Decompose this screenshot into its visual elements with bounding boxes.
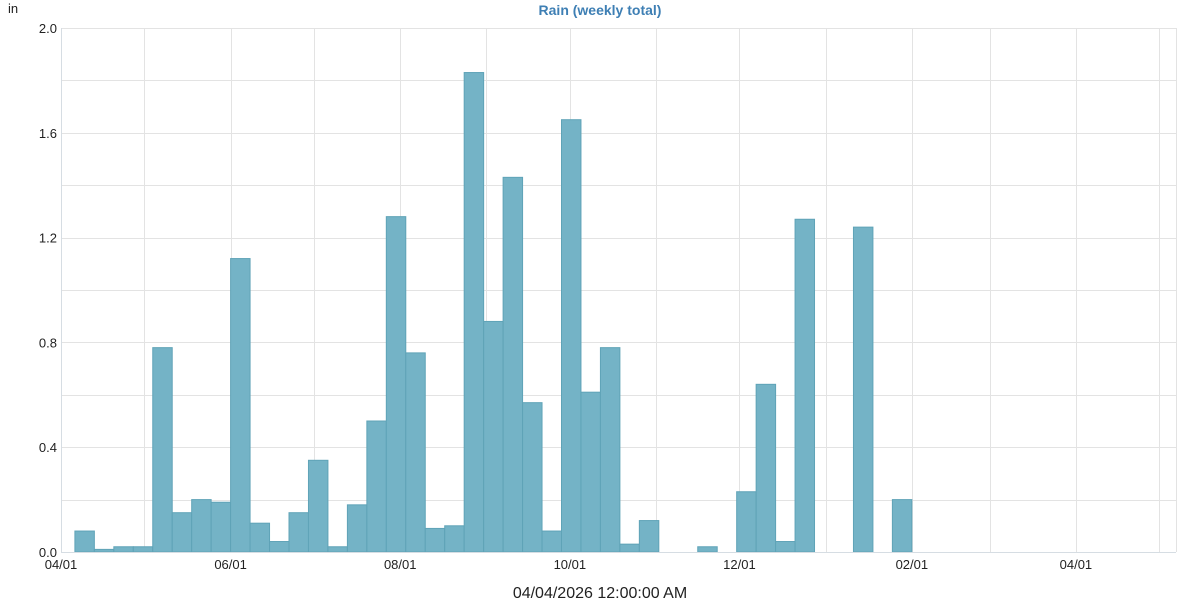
bar-week-2025-08-17 [444,525,465,553]
x-tick-label: 04/01 [45,557,78,572]
x-tick-label: 06/01 [214,557,247,572]
y-tick-label: 1.6 [39,126,57,141]
chart-title: Rain (weekly total) [539,2,662,18]
bar-week-2025-06-15 [269,541,290,553]
bar-week-2026-01-25 [891,499,913,553]
y-axis-unit-label: in [8,1,18,16]
bar-week-2025-12-07 [755,383,777,553]
bar-week-2025-04-27 [132,546,154,553]
bar-week-2025-05-25 [210,501,232,553]
x-tick-label: 04/01 [1060,557,1093,572]
y-tick-label: 2.0 [39,21,57,36]
bar-week-2025-07-06 [327,546,348,553]
bar-week-2025-07-13 [346,504,368,553]
bar-week-2025-09-14 [522,402,543,553]
x-tick-label: 10/01 [554,557,587,572]
x-tick-label: 02/01 [896,557,929,572]
bar-week-2025-11-30 [736,491,757,553]
bar-week-2025-09-28 [561,119,582,553]
bar-week-2025-06-08 [249,522,271,553]
bar-week-2025-07-27 [385,216,407,553]
x-tick-label: 12/01 [723,557,756,572]
bar-week-2025-05-11 [171,512,193,553]
bar-week-2025-12-14 [775,541,796,553]
bar-week-2025-09-21 [541,530,562,553]
bar-week-2025-12-21 [794,218,816,553]
bars [74,72,913,553]
bar-week-2025-11-16 [697,546,718,553]
bar-week-2025-04-06 [74,530,95,553]
bar-week-2025-05-18 [191,499,212,553]
bar-week-2025-10-12 [599,347,621,553]
bar-week-2025-04-13 [93,548,115,553]
bar-week-2025-07-20 [366,420,387,553]
bar-week-2025-04-20 [113,546,134,553]
y-tick-label: 0.0 [39,545,57,560]
bar-week-2025-06-01 [230,258,251,553]
bar-week-2025-08-31 [483,320,504,553]
y-tick-label: 0.4 [39,440,57,455]
y-tick-label: 0.8 [39,335,57,350]
y-tick-label: 1.2 [39,231,57,246]
bar-week-2025-10-05 [580,391,601,553]
x-axis-date-label: 04/04/2026 12:00:00 AM [513,585,687,600]
bar-week-2025-09-07 [502,176,524,553]
bar-week-2025-08-03 [405,352,426,553]
bar-week-2025-06-29 [307,459,329,553]
bar-week-2025-10-26 [638,520,660,553]
axes: 0.0 0.4 0.8 1.2 1.6 2.0 04/01 06/01 08/01 10/01 12… [39,21,1176,572]
bar-week-2026-01-11 [852,226,874,553]
bar-week-2025-10-19 [619,543,640,553]
bar-week-2025-05-04 [152,347,173,553]
bar-week-2025-06-22 [288,512,309,553]
x-tick-label: 08/01 [384,557,417,572]
bar-week-2025-08-24 [463,72,485,553]
bar-week-2025-08-10 [424,527,446,553]
